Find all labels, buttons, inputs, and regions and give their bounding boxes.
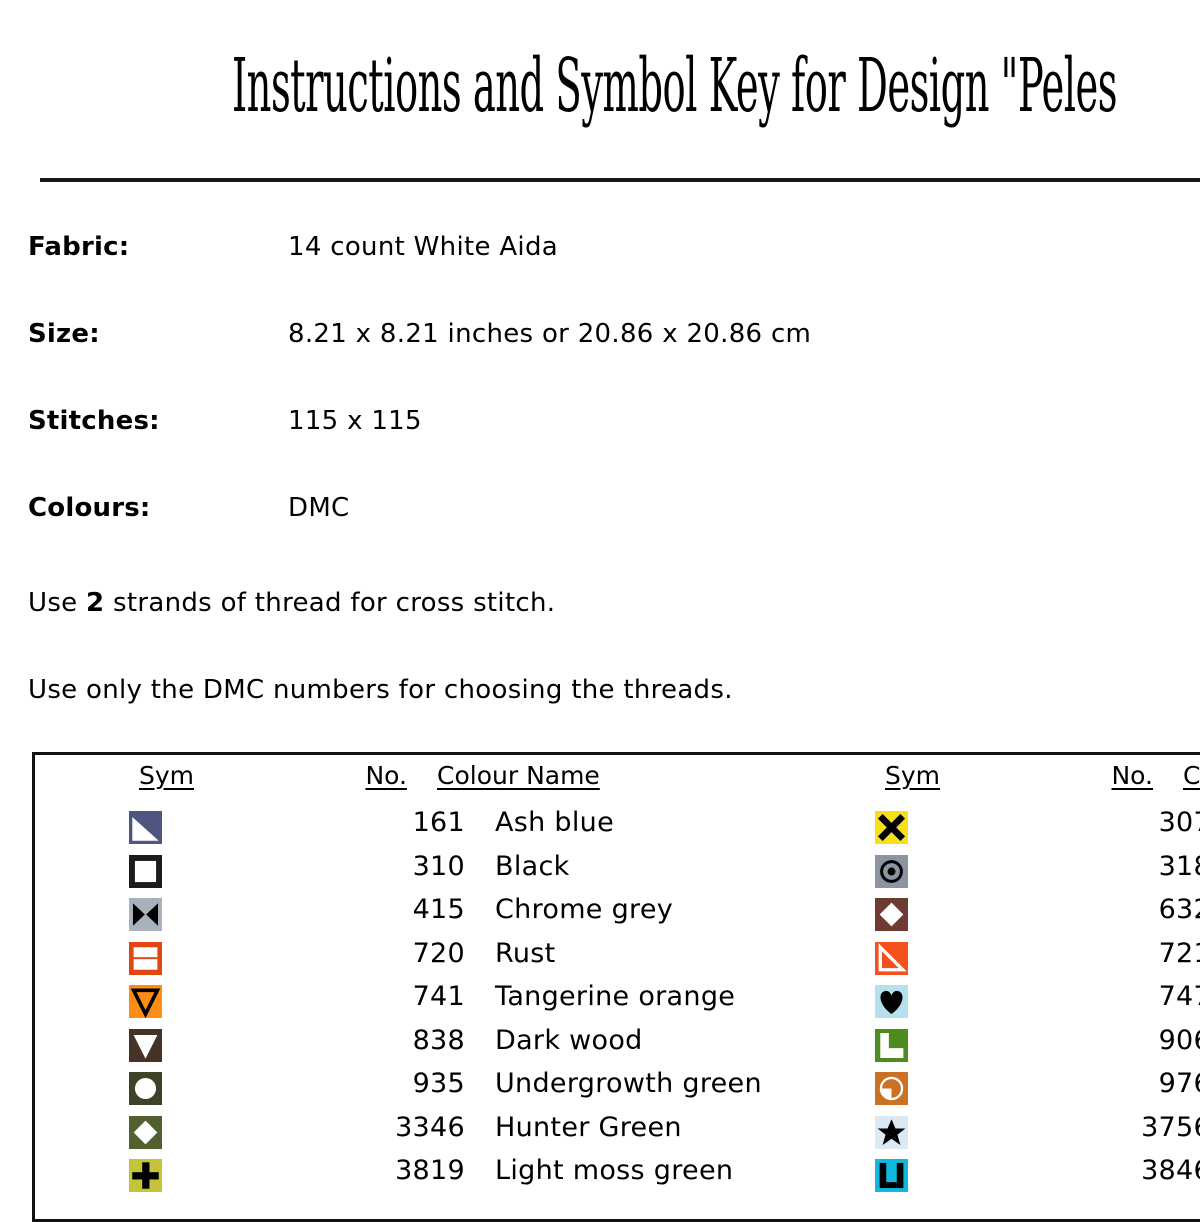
- symbol-swatch-cross-x-icon: [875, 811, 908, 844]
- colour-name: Dark wood: [495, 1024, 643, 1056]
- key-rows-left: 161 Ash blue 310 Black 415 Chrome grey 720 Rust…: [77, 807, 837, 1199]
- symbol-swatch-triangle-down-solid-icon: [129, 1028, 162, 1062]
- dmc-number: 3846: [1141, 1155, 1200, 1186]
- dmc-number: 906: [1158, 1024, 1200, 1056]
- dmc-number: 747: [1158, 981, 1200, 1012]
- symbol-swatch-diamond-solid-icon: [129, 1115, 162, 1149]
- symbol-swatch-u-shape-icon: [875, 1159, 908, 1192]
- key-column-left: Sym No. Colour Name 161 Ash blue 310 Black 4…: [77, 755, 837, 1199]
- header-sym-left: Sym: [139, 761, 195, 790]
- title-banner: Instructions and Symbol Key for Design "…: [0, 44, 1200, 154]
- header-name-left: Colour Name: [437, 761, 600, 790]
- key-row: 415 Chrome grey: [77, 894, 837, 938]
- symbol-swatch-star-icon: [875, 1115, 908, 1149]
- instruction-strands-count: 2: [86, 588, 105, 618]
- info-row-colours: Colours: DMC: [28, 493, 1028, 580]
- pattern-info-block: Fabric: 14 count White Aida Size: 8.21 x…: [28, 232, 1028, 580]
- dmc-number: 741: [412, 981, 465, 1012]
- dmc-number: 720: [412, 937, 465, 969]
- dmc-number: 935: [412, 1068, 465, 1099]
- symbol-swatch-circle-solid-icon: [129, 1072, 162, 1105]
- dmc-number: 3756: [1141, 1111, 1200, 1143]
- dmc-number: 976: [1158, 1068, 1200, 1099]
- symbol-swatch-plus-icon: [129, 1159, 162, 1192]
- info-value-fabric: 14 count White Aida: [288, 232, 558, 262]
- colour-name: Rust: [495, 937, 556, 969]
- key-row: 307L: [823, 807, 1200, 851]
- instruction-strands: Use 2 strands of thread for cross stitch…: [28, 588, 555, 618]
- key-row: 3819 Light moss green: [77, 1155, 837, 1199]
- symbol-swatch-triangle-upper-right-open-icon: [875, 941, 908, 975]
- symbol-swatch-diamond-solid-icon: [875, 898, 908, 931]
- dmc-number: 161: [412, 807, 465, 838]
- colour-name: Light moss green: [495, 1155, 734, 1186]
- key-rows-right: 307L318G632C721P747S906A976N3756C3846L: [823, 807, 1200, 1199]
- key-row: 161 Ash blue: [77, 807, 837, 851]
- colour-name: Black: [495, 850, 570, 882]
- dmc-number: 307: [1158, 807, 1200, 838]
- symbol-swatch-square-open-icon: [129, 854, 162, 888]
- header-no-left: No.: [365, 761, 407, 790]
- key-row: 720 Rust: [77, 938, 837, 982]
- key-row: 3846L: [823, 1155, 1200, 1199]
- colour-name: Chrome grey: [495, 894, 674, 925]
- header-name-right: C: [1183, 761, 1200, 790]
- dmc-number: 632: [1158, 894, 1200, 925]
- info-value-size: 8.21 x 8.21 inches or 20.86 x 20.86 cm: [288, 319, 812, 349]
- instruction-dmc: Use only the DMC numbers for choosing th…: [28, 675, 733, 705]
- instruction-strands-pre: Use: [28, 588, 87, 618]
- symbol-swatch-pie-quarter-icon: [875, 1072, 908, 1105]
- key-header-row-right: Sym No. C: [823, 755, 1200, 807]
- key-row: 906A: [823, 1025, 1200, 1069]
- info-value-colours: DMC: [288, 493, 350, 523]
- header-sym-right: Sym: [885, 761, 941, 790]
- colour-name: Tangerine orange: [495, 981, 736, 1012]
- key-row: 3346 Hunter Green: [77, 1112, 837, 1156]
- key-row: 935 Undergrowth green: [77, 1068, 837, 1112]
- key-row: 632C: [823, 894, 1200, 938]
- key-row: 310 Black: [77, 851, 837, 895]
- symbol-swatch-circle-dot-icon: [875, 854, 908, 888]
- colour-name: Undergrowth green: [495, 1068, 762, 1099]
- dmc-number: 310: [412, 850, 465, 882]
- dmc-number: 838: [412, 1024, 465, 1056]
- header-no-right: No.: [1111, 761, 1153, 790]
- key-row: 318G: [823, 851, 1200, 895]
- info-row-size: Size: 8.21 x 8.21 inches or 20.86 x 20.8…: [28, 319, 1028, 406]
- instruction-strands-post: strands of thread for cross stitch.: [104, 588, 556, 618]
- info-row-fabric: Fabric: 14 count White Aida: [28, 232, 1028, 319]
- dmc-number: 318: [1158, 850, 1200, 882]
- symbol-swatch-bar-split-icon: [129, 941, 162, 975]
- dmc-number: 3346: [395, 1111, 465, 1143]
- page-title: Instructions and Symbol Key for Design "…: [232, 44, 1118, 129]
- symbol-swatch-heart-icon: [875, 985, 908, 1018]
- key-row: 741 Tangerine orange: [77, 981, 837, 1025]
- symbol-key-table: Sym No. Colour Name 161 Ash blue 310 Black 4…: [32, 752, 1200, 1222]
- colour-name: Hunter Green: [495, 1111, 682, 1143]
- info-label-colours: Colours:: [28, 493, 151, 523]
- title-divider: [40, 178, 1200, 182]
- key-column-right: Sym No. C 307L318G632C721P747S906A976N37…: [823, 755, 1200, 1199]
- symbol-swatch-triangle-down-open-icon: [129, 985, 162, 1018]
- key-row: 747S: [823, 981, 1200, 1025]
- key-row: 3756C: [823, 1112, 1200, 1156]
- symbol-swatch-bowtie-icon: [129, 898, 162, 931]
- info-row-stitches: Stitches: 115 x 115: [28, 406, 1028, 493]
- dmc-number: 721: [1158, 937, 1200, 969]
- key-row: 976N: [823, 1068, 1200, 1112]
- symbol-swatch-corner-L-icon: [875, 1028, 908, 1062]
- info-value-stitches: 115 x 115: [288, 406, 422, 436]
- key-header-row-left: Sym No. Colour Name: [77, 755, 837, 807]
- dmc-number: 3819: [395, 1155, 465, 1186]
- key-row: 721P: [823, 938, 1200, 982]
- info-label-stitches: Stitches:: [28, 406, 160, 436]
- info-label-fabric: Fabric:: [28, 232, 130, 262]
- symbol-swatch-triangle-lower-left-icon: [129, 811, 162, 844]
- info-label-size: Size:: [28, 319, 100, 349]
- key-row: 838 Dark wood: [77, 1025, 837, 1069]
- colour-name: Ash blue: [495, 807, 614, 838]
- dmc-number: 415: [412, 894, 465, 925]
